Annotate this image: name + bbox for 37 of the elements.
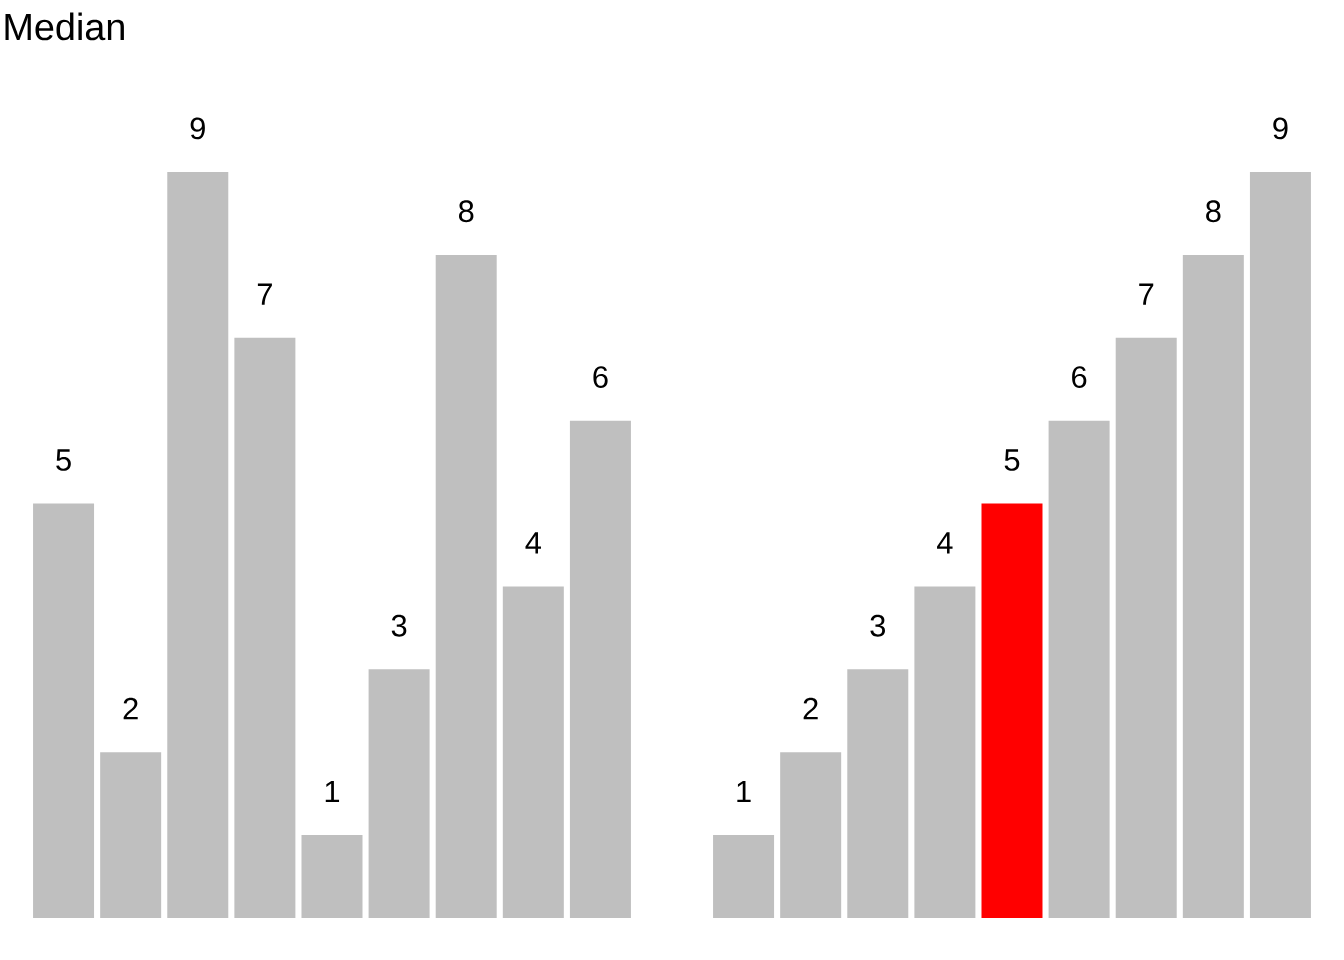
data-label: 9 [1273,117,1288,140]
data-label: 2 [123,697,138,720]
data-label: 7 [257,283,272,305]
bar [100,752,162,918]
chart-title: Median [5,12,124,41]
bar [569,420,631,918]
bar [914,586,976,918]
bar [234,337,296,918]
data-label: 3 [391,614,407,637]
data-label: 1 [325,780,340,803]
data-label: 1 [737,780,751,803]
bar [301,835,363,918]
data-label: 2 [803,697,818,720]
data-label: 4 [525,532,541,554]
bar [167,171,229,918]
bar [1249,171,1311,918]
bar [1048,420,1110,918]
data-label: 7 [1139,283,1154,305]
bar [847,669,909,918]
bar [435,254,497,918]
bar [33,503,95,918]
bar [368,669,430,918]
data-label: 5 [1004,449,1020,471]
data-label: 3 [870,614,885,637]
bar [981,503,1043,918]
data-label: 8 [1206,200,1221,223]
bar [1115,337,1177,918]
bar [502,586,564,918]
data-label: 8 [458,200,474,223]
data-label: 4 [937,532,953,554]
data-label: 6 [593,366,608,388]
bar [1182,254,1244,918]
bar [713,835,775,918]
bar [780,752,842,918]
data-label: 5 [56,449,71,471]
data-label: 6 [1072,366,1087,388]
data-label: 9 [190,117,205,140]
